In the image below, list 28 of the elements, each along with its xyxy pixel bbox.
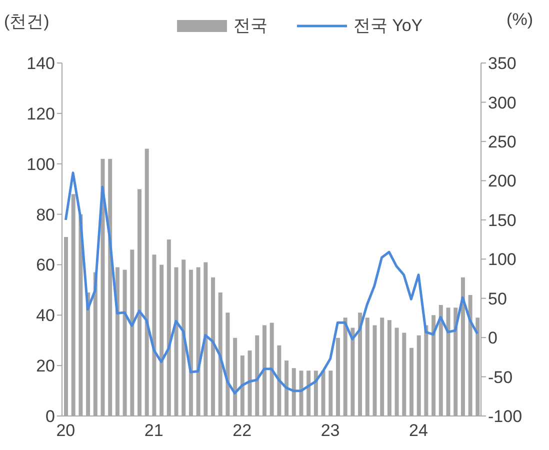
y2-tick-label: 250 xyxy=(488,132,516,152)
y-tick-label: 80 xyxy=(36,205,55,224)
y-tick-label: 0 xyxy=(46,407,55,426)
y-axis-title: (천건) xyxy=(4,11,50,33)
y2-tick-label: -100 xyxy=(488,407,522,426)
y2-tick-label: 200 xyxy=(488,172,516,191)
line-series xyxy=(64,172,479,394)
y-tick-label: 100 xyxy=(26,154,55,174)
x-tick-label: 21 xyxy=(144,421,164,440)
y2-tick-label: 300 xyxy=(488,93,516,112)
y-tick-label: 40 xyxy=(36,306,55,326)
legend-label: 전국 xyxy=(232,15,268,37)
legend-label: 전국 YoY xyxy=(352,15,423,37)
y-tick-label: 60 xyxy=(36,256,55,275)
y-tick-label: 140 xyxy=(26,54,55,74)
y2-tick-label: 100 xyxy=(488,250,516,270)
y2-tick-label: 50 xyxy=(488,289,507,308)
x-tick-label: 20 xyxy=(56,421,76,440)
y-tick-label: 20 xyxy=(36,356,55,376)
y2-tick-label: 350 xyxy=(488,54,516,74)
x-tick-label: 23 xyxy=(320,421,340,440)
x-tick-label: 24 xyxy=(409,421,428,440)
y2-tick-label: -50 xyxy=(488,368,513,387)
y2-axis-title: (%) xyxy=(506,10,533,30)
x-tick-label: 22 xyxy=(232,421,252,440)
y2-tick-label: 150 xyxy=(488,210,516,230)
y2-tick-label: 0 xyxy=(488,328,498,348)
y-tick-label: 120 xyxy=(26,104,55,124)
